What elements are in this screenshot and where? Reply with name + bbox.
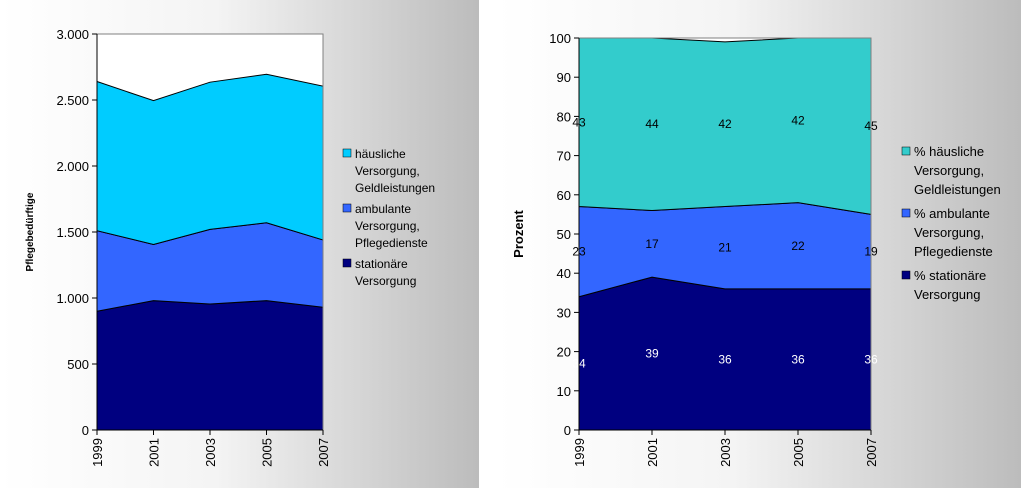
legend-label: % stationäre — [914, 268, 986, 283]
y-tick-label: 60 — [557, 188, 571, 203]
legend-label: % häusliche — [914, 144, 984, 159]
chart-panel-left: 0 500 1.000 1.500 2.000 2.500 3.000 1999 2001 200… — [0, 0, 479, 488]
y-tick-label: 0 — [82, 423, 89, 438]
y-tick-label: 100 — [549, 31, 571, 46]
legend-label: Versorgung, — [914, 225, 984, 240]
legend-label: häusliche — [355, 147, 406, 161]
y-tick-label: 500 — [67, 357, 89, 372]
legend-swatch — [901, 208, 911, 218]
data-label: 44 — [645, 117, 659, 131]
y-tick-label: 30 — [557, 305, 571, 320]
legend-swatch — [342, 203, 352, 213]
y-tick-label: 70 — [557, 149, 571, 164]
y-tick-label: 0 — [564, 423, 571, 438]
y-tick-label: 1.500 — [56, 225, 89, 240]
legend-label: Pflegedienste — [914, 244, 993, 259]
legend-swatch — [342, 148, 352, 158]
legend-label: % ambulante — [914, 206, 990, 221]
legend-label: Versorgung, — [355, 219, 420, 233]
legend-label: Geldleistungen — [914, 182, 1001, 197]
y-tick-label: 50 — [557, 227, 571, 242]
y-tick-label: 80 — [557, 109, 571, 124]
x-tick-label: 2005 — [791, 438, 806, 467]
y-axis-label: Prozent — [511, 209, 526, 257]
data-label: 42 — [718, 117, 732, 131]
x-tick-label: 1999 — [572, 438, 587, 467]
legend-label: Versorgung, — [355, 164, 420, 178]
data-label: 22 — [791, 239, 805, 253]
data-label: 36 — [791, 352, 805, 366]
y-tick-label: 3.000 — [56, 27, 89, 42]
x-tick-label: 2007 — [864, 438, 879, 467]
x-tick-label: 2001 — [147, 438, 162, 467]
x-tick-label: 2001 — [645, 438, 660, 467]
legend-label: Versorgung, — [914, 163, 984, 178]
legend-swatch — [901, 146, 911, 156]
area-chart-absolute: 0 500 1.000 1.500 2.000 2.500 3.000 1999 2001 200… — [25, 27, 435, 467]
legend-label: Geldleistungen — [355, 181, 435, 195]
legend-swatch — [342, 258, 352, 268]
area-series-0 — [96, 300, 324, 431]
data-label: 39 — [645, 347, 659, 361]
y-tick-label: 1.000 — [56, 291, 89, 306]
legend-label: Versorgung — [914, 287, 981, 302]
x-tick-label: 2005 — [260, 438, 275, 467]
y-tick-label: 20 — [557, 345, 571, 360]
data-label: 21 — [718, 241, 732, 255]
y-tick-label: 2.000 — [56, 159, 89, 174]
chart-panel-right: 34 39 36 36 36 23 17 21 22 19 43 44 42 42 45 0 10 20 30 40 5… — [497, 0, 1021, 488]
legend-swatch — [901, 270, 911, 280]
y-tick-label: 10 — [557, 384, 571, 399]
x-tick-label: 2007 — [316, 438, 331, 467]
x-tick-label: 2003 — [203, 438, 218, 467]
data-label: 42 — [791, 113, 805, 127]
y-tick-label: 90 — [557, 70, 571, 85]
y-tick-label: 2.500 — [56, 93, 89, 108]
legend-label: Versorgung — [355, 274, 416, 288]
legend-label: stationäre — [355, 257, 408, 271]
y-tick-label: 40 — [557, 266, 571, 281]
legend-label: Pflegedienste — [355, 236, 428, 250]
data-label: 36 — [718, 352, 732, 366]
area-series-2 — [96, 73, 324, 246]
legend-label: ambulante — [355, 202, 411, 216]
data-label: 17 — [645, 237, 659, 251]
x-tick-label: 2003 — [718, 438, 733, 467]
x-tick-label: 1999 — [90, 438, 105, 467]
y-axis-label: Pflegebedürftige — [25, 192, 36, 271]
